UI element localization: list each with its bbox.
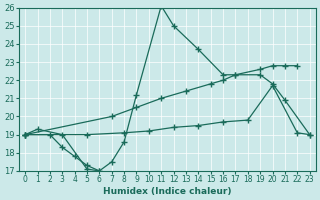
X-axis label: Humidex (Indice chaleur): Humidex (Indice chaleur) (103, 187, 232, 196)
